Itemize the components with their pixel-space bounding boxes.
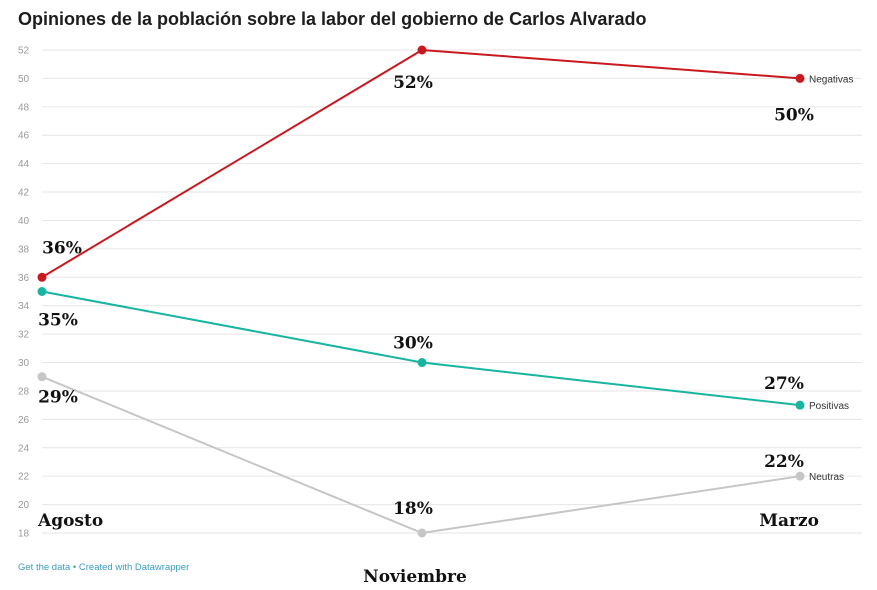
- y-tick-label: 50: [18, 74, 30, 85]
- y-tick-label: 26: [18, 415, 30, 426]
- y-tick-label: 18: [18, 529, 30, 540]
- data-point: [795, 73, 805, 83]
- data-label: 18%: [393, 499, 433, 519]
- data-point: [37, 372, 47, 382]
- y-tick-label: 22: [18, 472, 30, 483]
- data-label: 27%: [764, 374, 804, 394]
- y-tick-label: 46: [18, 131, 30, 142]
- x-category-label: Agosto: [37, 511, 103, 531]
- data-point: [795, 471, 805, 481]
- series-name-label: Neutras: [809, 472, 844, 483]
- data-point: [37, 287, 47, 296]
- data-label: 50%: [774, 105, 814, 125]
- x-category-label: Marzo: [759, 511, 819, 531]
- y-tick-label: 30: [18, 358, 30, 369]
- y-tick-label: 28: [18, 386, 30, 397]
- data-point: [795, 400, 805, 410]
- data-point: [37, 272, 47, 282]
- data-label: 30%: [393, 334, 433, 354]
- footer-source-link[interactable]: Get the data • Created with Datawrapper: [18, 562, 190, 573]
- y-tick-label: 42: [18, 188, 30, 199]
- y-tick-label: 34: [18, 301, 30, 312]
- y-tick-label: 38: [18, 244, 30, 255]
- y-tick-label: 40: [18, 216, 30, 227]
- y-tick-label: 36: [18, 273, 30, 284]
- chart-title: Opiniones de la población sobre la labor…: [18, 9, 647, 29]
- data-point: [417, 528, 427, 538]
- data-point: [417, 358, 427, 368]
- series-name-label: Negativas: [809, 74, 853, 85]
- y-tick-label: 52: [18, 46, 30, 57]
- x-category-label: Noviembre: [363, 567, 467, 587]
- y-tick-label: 20: [18, 500, 30, 511]
- data-label: 52%: [393, 73, 433, 93]
- y-tick-label: 44: [18, 159, 30, 170]
- data-point: [417, 45, 427, 55]
- data-label: 36%: [42, 238, 82, 258]
- y-tick-label: 48: [18, 102, 30, 113]
- y-tick-label: 24: [18, 443, 30, 454]
- series-name-label: Positivas: [809, 401, 849, 412]
- data-label: 35%: [38, 311, 78, 331]
- data-label: 22%: [764, 452, 804, 472]
- data-label: 29%: [38, 388, 78, 408]
- y-tick-label: 32: [18, 330, 30, 341]
